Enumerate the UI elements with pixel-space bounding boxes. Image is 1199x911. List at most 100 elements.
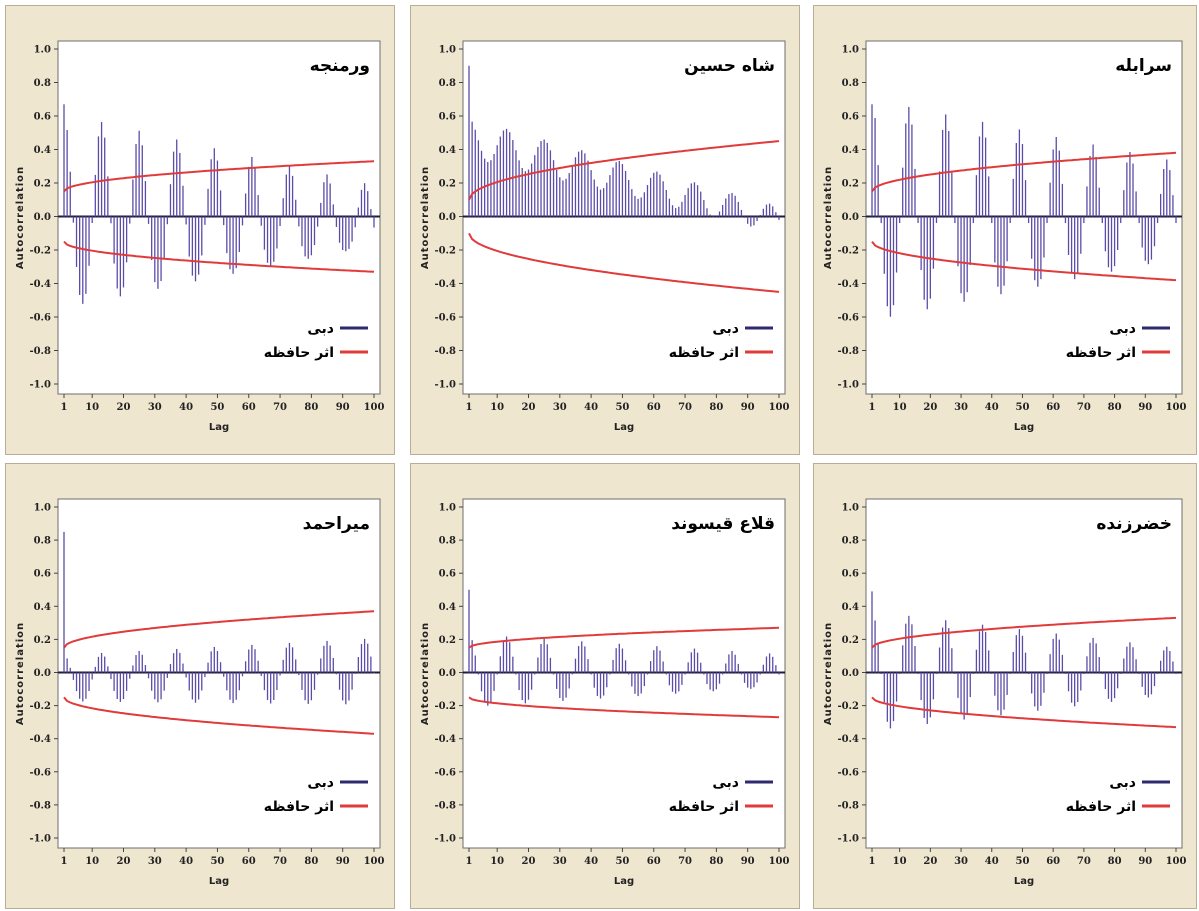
x-tick-label: 60: [1046, 402, 1060, 413]
y-tick-label: 0.6: [34, 569, 51, 580]
y-tick-label: -0.2: [837, 701, 859, 712]
x-tick-label: 60: [1046, 856, 1060, 867]
legend-memory-label: اثر حافظه: [264, 799, 334, 815]
x-tick-label: 30: [954, 402, 968, 413]
y-tick-label: 0.2: [439, 179, 456, 190]
x-tick-label: 50: [210, 856, 224, 867]
y-tick-label: -0.6: [434, 767, 456, 778]
y-tick-label: 0.0: [842, 668, 859, 679]
acf-chart: 1.0 0.8 0.6 0.4 0.2 0.0 -0.2 -0.4 -0.6 -0.8 -1.0 1 1…: [823, 498, 1187, 887]
memory-lower-line: [63, 240, 375, 273]
x-axis-label: Lag: [614, 422, 634, 433]
y-tick-label: 0.6: [842, 112, 859, 123]
x-tick-label: 60: [647, 856, 661, 867]
memory-upper-line: [468, 626, 780, 649]
y-tick-label: -0.8: [29, 346, 51, 357]
x-tick-label: 30: [553, 856, 567, 867]
acf-chart: 1.0 0.8 0.6 0.4 0.2 0.0 -0.2 -0.4 -0.6 -0.8 -1.0 1 1…: [420, 40, 790, 433]
x-tick-label: 40: [985, 402, 999, 413]
x-tick-label: 1: [869, 402, 876, 413]
legend-acf-label: دبی: [712, 775, 739, 791]
x-tick-label: 30: [954, 856, 968, 867]
y-tick-label: 0.6: [439, 112, 456, 123]
y-tick-label: -0.2: [434, 246, 456, 257]
y-tick-label: -0.4: [29, 734, 51, 745]
y-tick-label: 0.4: [439, 602, 456, 613]
y-tick-label: -1.0: [29, 380, 51, 391]
y-tick-label: 1.0: [439, 503, 456, 514]
x-tick-label: 90: [1138, 856, 1152, 867]
x-tick-label: 1: [466, 856, 473, 867]
y-tick-label: -1.0: [434, 380, 456, 391]
x-tick-label: 80: [709, 402, 723, 413]
acf-panel: 1.0 0.8 0.6 0.4 0.2 0.0 -0.2 -0.4 -0.6 -0.8 -1.0 1 1…: [813, 5, 1197, 455]
legend-memory-label: اثر حافظه: [1066, 345, 1136, 361]
x-tick-label: 50: [210, 402, 224, 413]
y-tick-label: 1.0: [34, 503, 51, 514]
memory-lower-line: [871, 240, 1177, 282]
y-tick-label: 0.4: [842, 602, 859, 613]
x-tick-label: 1: [61, 856, 68, 867]
x-tick-label: 80: [1108, 402, 1122, 413]
x-axis-label: Lag: [614, 876, 634, 887]
x-tick-label: 100: [769, 402, 790, 413]
y-tick-label: 0.2: [842, 179, 859, 190]
memory-upper-line: [871, 151, 1177, 193]
y-tick-label: 1.0: [842, 503, 859, 514]
x-tick-label: 50: [1016, 402, 1030, 413]
y-tick-label: -0.6: [837, 767, 859, 778]
memory-lower-line: [468, 696, 780, 719]
x-tick-label: 100: [1166, 856, 1187, 867]
y-axis-label: Autocorrelation: [823, 622, 834, 725]
y-tick-label: 0.4: [439, 145, 456, 156]
x-axis-label: Lag: [1014, 422, 1034, 433]
x-tick-label: 100: [769, 856, 790, 867]
x-axis-label: Lag: [209, 422, 229, 433]
x-tick-label: 20: [117, 856, 131, 867]
legend-memory-label: اثر حافظه: [264, 345, 334, 361]
chart-title: میراحمد: [303, 514, 370, 534]
y-tick-label: 0.0: [842, 212, 859, 223]
x-tick-label: 10: [85, 856, 99, 867]
memory-upper-line: [871, 616, 1177, 649]
y-tick-label: 0.4: [34, 145, 51, 156]
acf-panel: 1.0 0.8 0.6 0.4 0.2 0.0 -0.2 -0.4 -0.6 -0.8 -1.0 1 1…: [813, 463, 1197, 909]
x-tick-label: 40: [584, 402, 598, 413]
x-tick-label: 40: [985, 856, 999, 867]
chart-title: قلاع قیسوند: [671, 514, 775, 534]
x-tick-label: 1: [61, 402, 68, 413]
y-axis-label: Autocorrelation: [15, 166, 26, 269]
x-tick-label: 70: [678, 856, 692, 867]
y-axis-label: Autocorrelation: [823, 166, 834, 269]
x-tick-label: 100: [364, 402, 385, 413]
x-tick-label: 10: [85, 402, 99, 413]
x-axis-label: Lag: [1014, 876, 1034, 887]
x-tick-label: 90: [336, 856, 350, 867]
y-tick-label: -0.6: [29, 313, 51, 324]
y-tick-label: -0.2: [29, 246, 51, 257]
y-tick-label: 0.8: [842, 536, 859, 547]
x-tick-label: 1: [869, 856, 876, 867]
x-tick-label: 20: [117, 402, 131, 413]
y-tick-label: 0.2: [34, 179, 51, 190]
y-tick-label: 1.0: [842, 45, 859, 56]
y-tick-label: -1.0: [837, 380, 859, 391]
y-tick-label: -0.6: [29, 767, 51, 778]
x-tick-label: 80: [304, 856, 318, 867]
y-tick-label: 0.0: [34, 668, 51, 679]
x-tick-label: 90: [741, 856, 755, 867]
y-tick-label: -0.4: [837, 734, 859, 745]
x-tick-label: 60: [242, 402, 256, 413]
x-tick-label: 70: [678, 402, 692, 413]
x-tick-label: 80: [304, 402, 318, 413]
y-tick-label: -0.4: [434, 279, 456, 290]
legend-acf-label: دبی: [1109, 775, 1136, 791]
y-tick-label: 0.2: [842, 635, 859, 646]
x-tick-label: 20: [522, 856, 536, 867]
x-tick-label: 70: [1077, 402, 1091, 413]
x-tick-label: 40: [584, 856, 598, 867]
y-tick-label: -0.8: [837, 800, 859, 811]
y-tick-label: -1.0: [837, 834, 859, 845]
x-tick-label: 10: [893, 856, 907, 867]
